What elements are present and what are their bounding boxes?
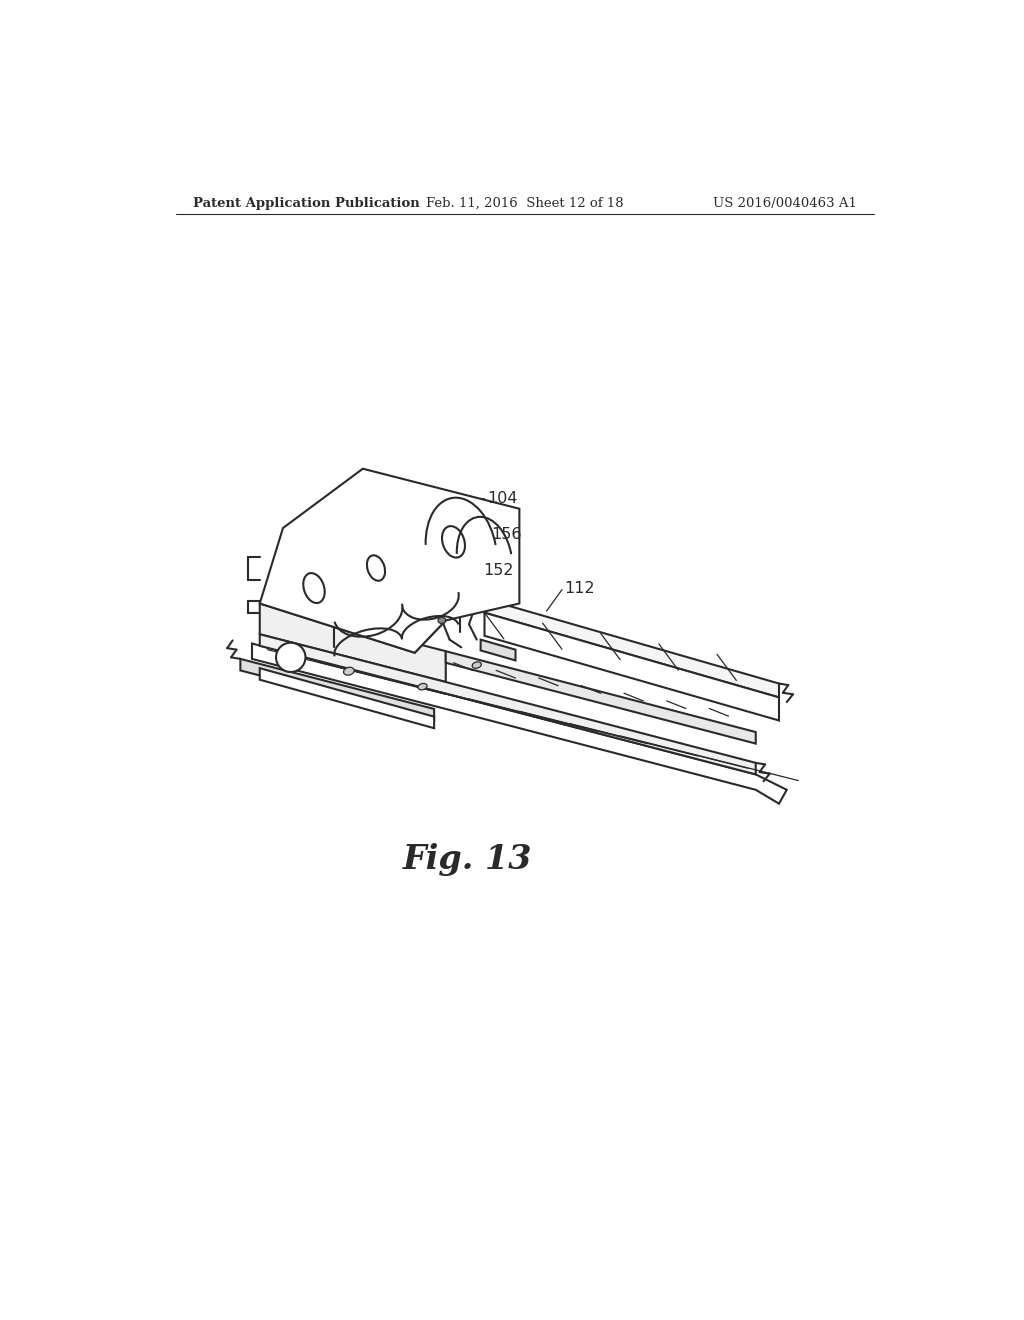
Polygon shape: [260, 469, 519, 653]
Polygon shape: [445, 651, 756, 743]
Ellipse shape: [472, 661, 481, 668]
Polygon shape: [241, 659, 434, 721]
Text: 104: 104: [487, 491, 518, 507]
Polygon shape: [260, 668, 434, 729]
Polygon shape: [252, 644, 786, 804]
Text: 152: 152: [483, 562, 514, 578]
Polygon shape: [484, 599, 779, 697]
Polygon shape: [484, 612, 779, 721]
Polygon shape: [260, 635, 756, 775]
Ellipse shape: [418, 684, 427, 690]
Polygon shape: [260, 558, 519, 653]
Text: 112: 112: [564, 581, 595, 595]
Ellipse shape: [438, 618, 445, 623]
Ellipse shape: [303, 573, 325, 603]
Text: US 2016/0040463 A1: US 2016/0040463 A1: [713, 197, 856, 210]
Text: 156: 156: [492, 527, 522, 541]
Polygon shape: [480, 640, 515, 660]
Ellipse shape: [367, 556, 385, 581]
Ellipse shape: [343, 667, 354, 676]
Text: Patent Application Publication: Patent Application Publication: [194, 197, 420, 210]
Text: Fig. 13: Fig. 13: [403, 842, 532, 875]
Ellipse shape: [442, 527, 465, 557]
Polygon shape: [260, 603, 445, 682]
Text: Feb. 11, 2016  Sheet 12 of 18: Feb. 11, 2016 Sheet 12 of 18: [426, 197, 624, 210]
Ellipse shape: [276, 643, 305, 672]
